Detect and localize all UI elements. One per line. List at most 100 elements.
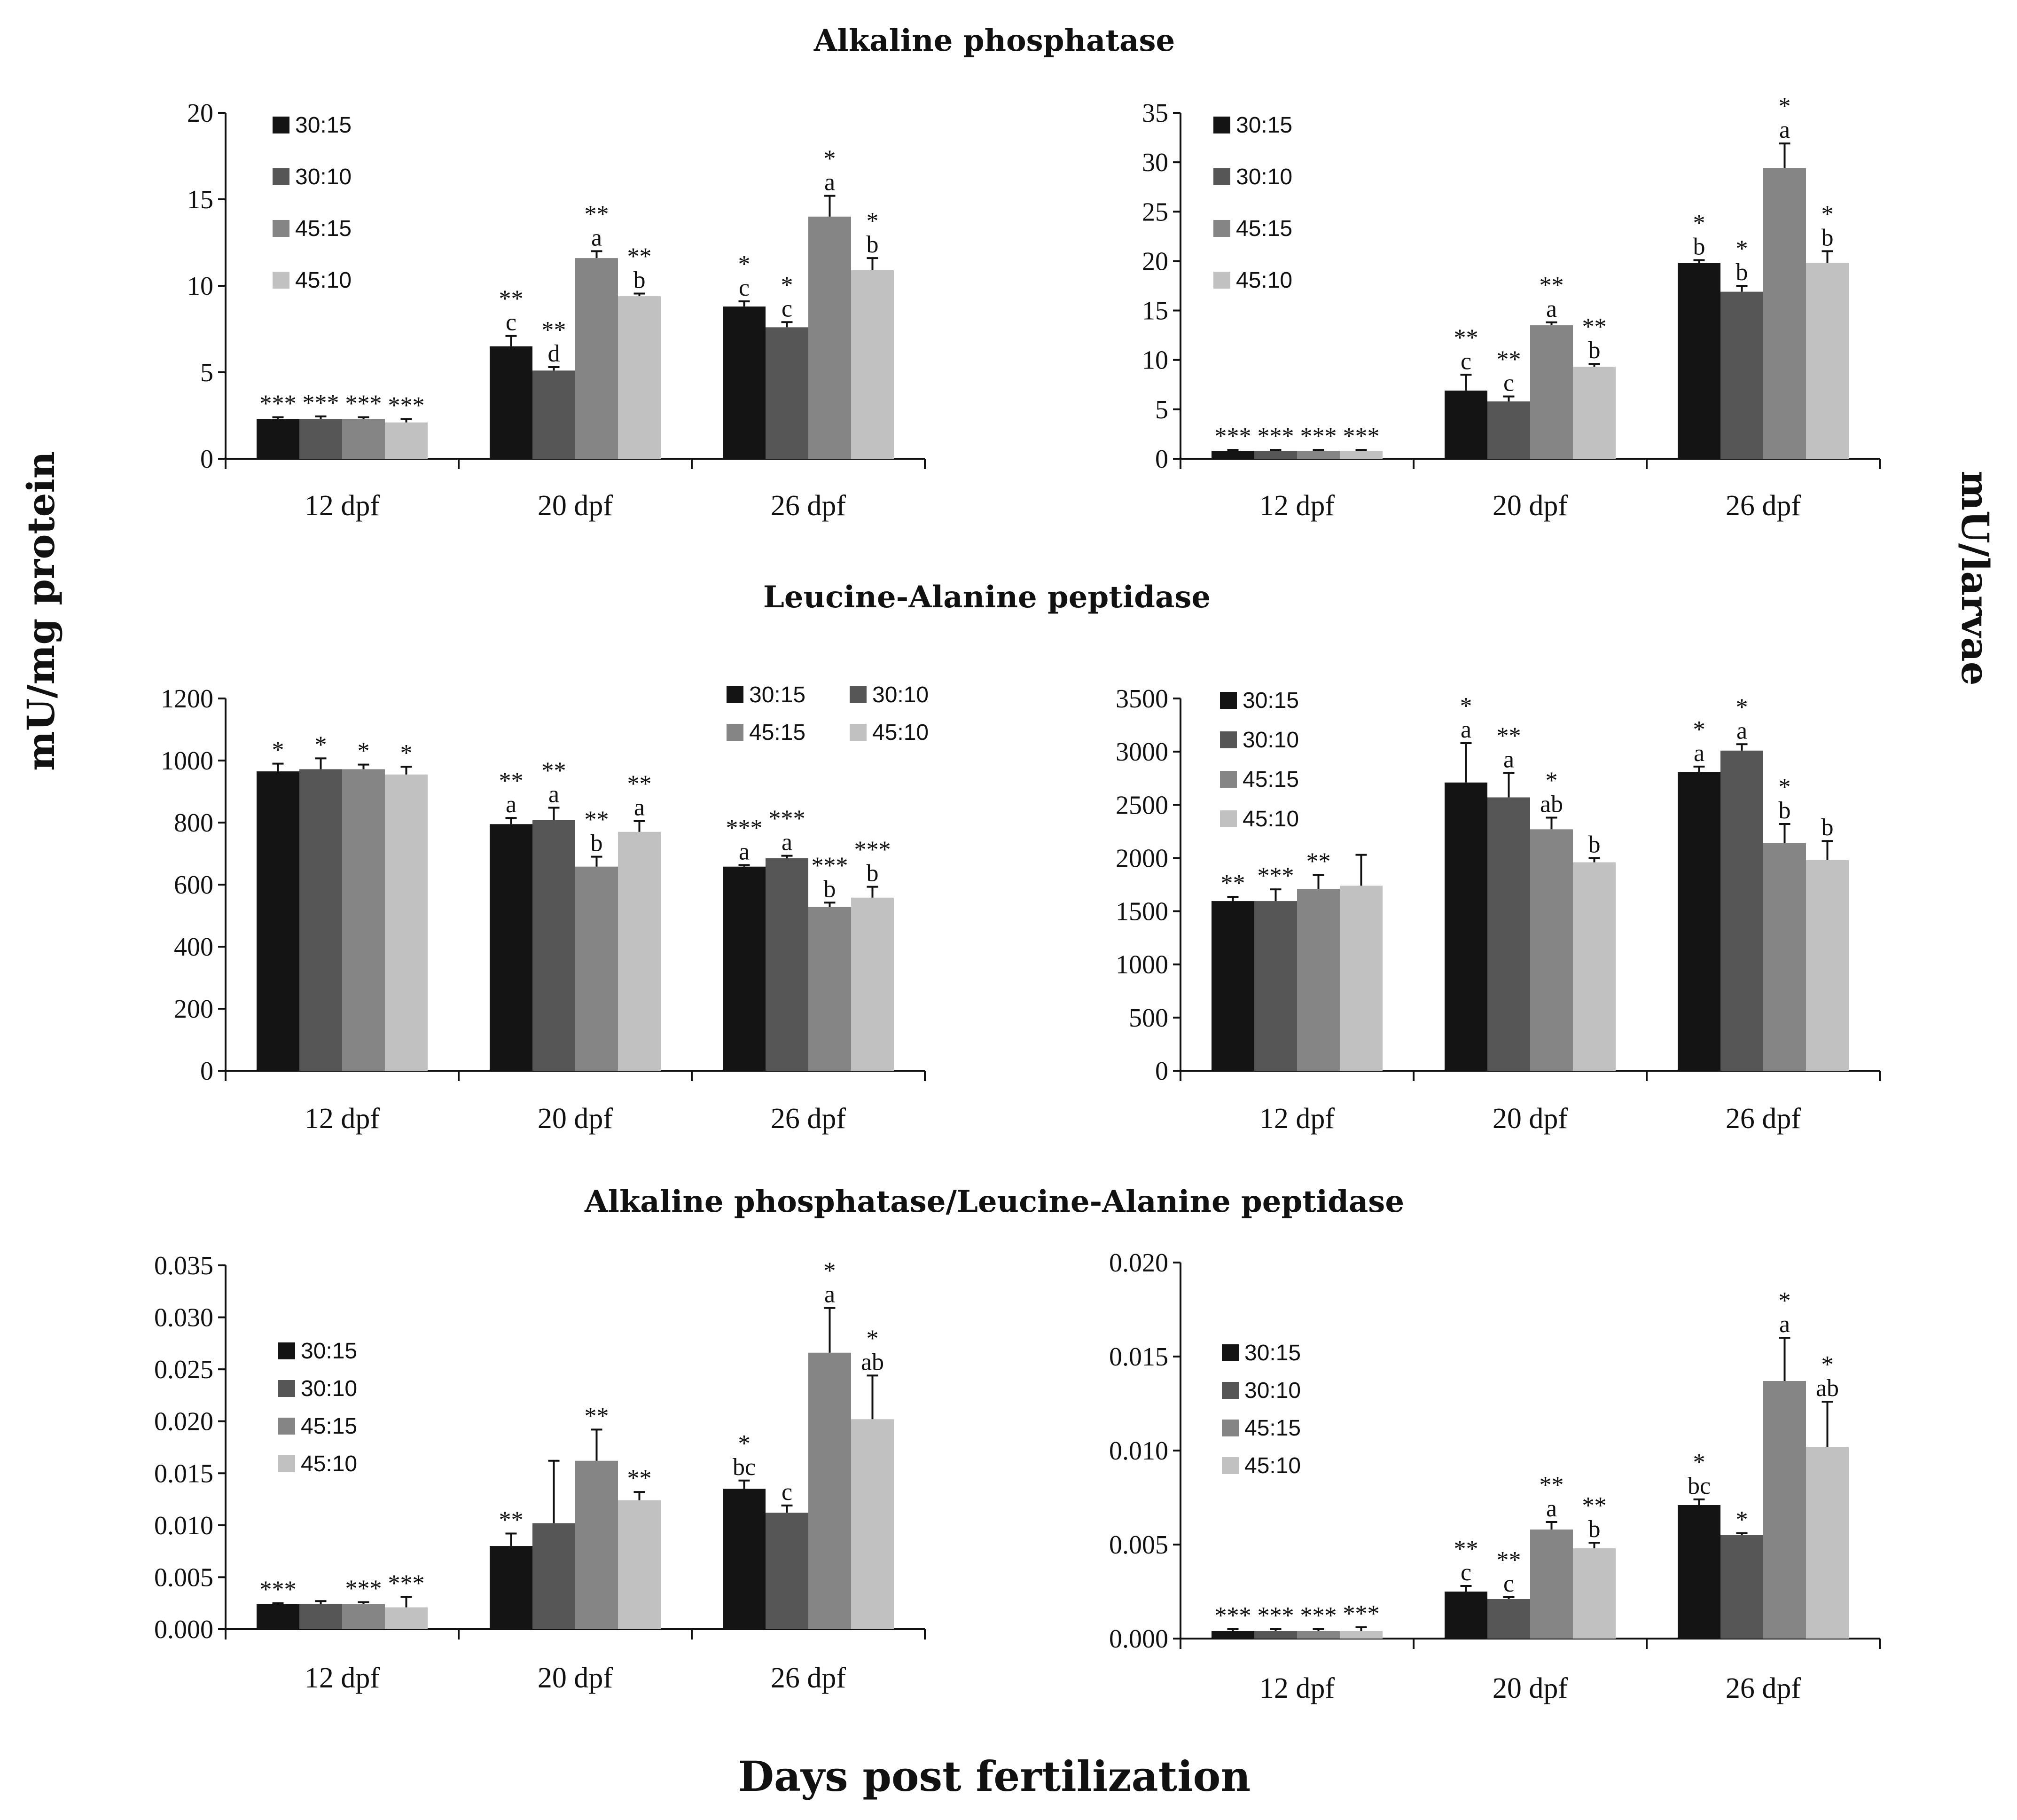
significance-label: ** bbox=[627, 243, 652, 270]
significance-label: ** bbox=[585, 1403, 609, 1429]
significance-label: a bbox=[1779, 1311, 1790, 1338]
legend-label: 30:10 bbox=[295, 165, 352, 189]
significance-label: ** bbox=[1540, 272, 1564, 299]
chart-ratio-protein: 0.000 0.005 0.010 0.015 0.020 0.025 0.030 0.035… bbox=[154, 1251, 926, 1694]
legend-label: 45:15 bbox=[1243, 767, 1299, 792]
bar-45-15-20-dpf bbox=[575, 258, 618, 459]
legend-swatch-45-10 bbox=[1213, 272, 1230, 289]
bar-45-10-20-dpf bbox=[618, 296, 661, 459]
legend-swatch-45-15 bbox=[1213, 220, 1230, 237]
y-tick-label: 600 bbox=[174, 871, 213, 900]
legend-label: 30:15 bbox=[301, 1339, 357, 1364]
bar-30-10-26-dpf bbox=[766, 327, 808, 459]
bar-45-10-20-dpf bbox=[1573, 1548, 1616, 1639]
bar-45-10-26-dpf bbox=[1806, 860, 1849, 1071]
legend-swatch-45-10 bbox=[278, 1455, 295, 1472]
significance-label: * bbox=[1546, 767, 1558, 794]
y-tick-label: 0.010 bbox=[1109, 1436, 1168, 1466]
legend-label: 30:15 bbox=[1243, 688, 1299, 713]
significance-label: ab bbox=[1816, 1375, 1839, 1402]
bar-45-15-12-dpf bbox=[1297, 889, 1340, 1071]
y-axis-title-right: mU/larvae bbox=[1953, 471, 1997, 685]
legend-label: 45:10 bbox=[872, 720, 929, 745]
y-axis-title-left: mU/mg protein bbox=[19, 451, 63, 771]
significance-label: *** bbox=[1258, 423, 1294, 450]
y-tick-label: 0.010 bbox=[154, 1511, 213, 1540]
legend-swatch-30-10 bbox=[1220, 731, 1237, 748]
y-tick-label: 2500 bbox=[1116, 791, 1168, 820]
x-category-label: 26 dpf bbox=[1726, 1103, 1801, 1135]
legend-swatch-45-10 bbox=[1220, 810, 1237, 827]
x-category-label: 20 dpf bbox=[538, 490, 613, 522]
y-tick-label: 0.030 bbox=[154, 1303, 213, 1333]
significance-label: c bbox=[1503, 1570, 1514, 1597]
x-category-label: 12 dpf bbox=[305, 1103, 380, 1135]
legend-label: 30:15 bbox=[1236, 113, 1292, 138]
significance-label: * bbox=[1822, 1351, 1834, 1378]
significance-label: ** bbox=[1306, 848, 1331, 875]
bar-45-15-26-dpf bbox=[1763, 843, 1806, 1071]
significance-label: * bbox=[738, 251, 751, 278]
bar-45-15-20-dpf bbox=[1530, 829, 1573, 1071]
legend-swatch-30-10 bbox=[278, 1380, 295, 1397]
significance-label: c bbox=[1461, 348, 1471, 375]
significance-label: * bbox=[1779, 1287, 1791, 1314]
y-tick-label: 0.000 bbox=[154, 1615, 213, 1644]
legend-label: 30:10 bbox=[1243, 728, 1299, 753]
bar-30-15-20-dpf bbox=[490, 824, 532, 1071]
bar-30-10-12-dpf bbox=[1254, 1631, 1297, 1639]
significance-label: * bbox=[1736, 235, 1748, 262]
legend-swatch-45-10 bbox=[850, 724, 867, 741]
bar-30-10-26-dpf bbox=[766, 858, 808, 1071]
bar-45-15-20-dpf bbox=[575, 866, 618, 1071]
y-tick-label: 1500 bbox=[1116, 897, 1168, 926]
significance-label: c bbox=[1461, 1559, 1471, 1586]
bar-30-10-20-dpf bbox=[532, 370, 575, 459]
significance-label: ** bbox=[1497, 346, 1521, 373]
significance-label: *** bbox=[1258, 1602, 1294, 1629]
significance-label: b bbox=[1588, 1516, 1601, 1543]
significance-label: * bbox=[867, 1325, 879, 1352]
bar-45-15-20-dpf bbox=[1530, 325, 1573, 459]
legend-swatch-30-15 bbox=[273, 117, 289, 133]
significance-label: a bbox=[1546, 296, 1557, 322]
significance-label: *** bbox=[388, 392, 425, 419]
y-tick-label: 15 bbox=[187, 185, 213, 214]
legend: 30:15 30:10 45:15 45:10 bbox=[1222, 1341, 1301, 1478]
chart-lap-protein: 0 200 400 600 800 1000 1200 12 dpf 20 dpf 26 dpf *… bbox=[161, 682, 929, 1135]
bar-30-10-20-dpf bbox=[1487, 401, 1530, 459]
significance-label: a bbox=[1694, 740, 1704, 767]
significance-label: *** bbox=[303, 390, 339, 416]
legend-label: 30:10 bbox=[1236, 165, 1292, 189]
bar-45-10-20-dpf bbox=[618, 1500, 661, 1629]
bar-30-15-20-dpf bbox=[490, 1546, 532, 1629]
legend-swatch-30-15 bbox=[727, 686, 743, 703]
x-category-label: 20 dpf bbox=[1493, 1103, 1568, 1135]
bar-45-15-26-dpf bbox=[1763, 168, 1806, 459]
bar-45-10-26-dpf bbox=[1806, 263, 1849, 459]
significance-label: * bbox=[867, 208, 879, 235]
y-tick-label: 0 bbox=[200, 1057, 213, 1086]
significance-label: * bbox=[1736, 694, 1748, 721]
y-tick-label: 1000 bbox=[1116, 950, 1168, 980]
x-category-label: 12 dpf bbox=[1259, 1103, 1335, 1135]
bar-45-15-12-dpf bbox=[1297, 451, 1340, 459]
legend: 30:15 30:10 45:15 45:10 bbox=[1213, 113, 1292, 293]
bar-45-15-20-dpf bbox=[575, 1460, 618, 1629]
bar-30-15-20-dpf bbox=[1445, 1592, 1487, 1639]
significance-label: b bbox=[1736, 259, 1748, 286]
significance-label: b bbox=[1588, 831, 1601, 858]
y-tick-label: 5 bbox=[200, 358, 213, 387]
section-title-alp: Alkaline phosphatase bbox=[813, 23, 1175, 58]
significance-label: b bbox=[1822, 814, 1834, 841]
bar-30-10-12-dpf bbox=[299, 419, 342, 459]
significance-label: * bbox=[738, 1430, 751, 1457]
legend-swatch-45-10 bbox=[1222, 1457, 1239, 1474]
significance-label: a bbox=[824, 1281, 835, 1308]
significance-label: c bbox=[739, 275, 750, 301]
y-tick-label: 5 bbox=[1155, 395, 1168, 424]
bar-30-15-26-dpf bbox=[1678, 772, 1720, 1071]
bar-45-10-12-dpf bbox=[385, 1607, 428, 1629]
significance-label: * bbox=[1779, 93, 1791, 120]
